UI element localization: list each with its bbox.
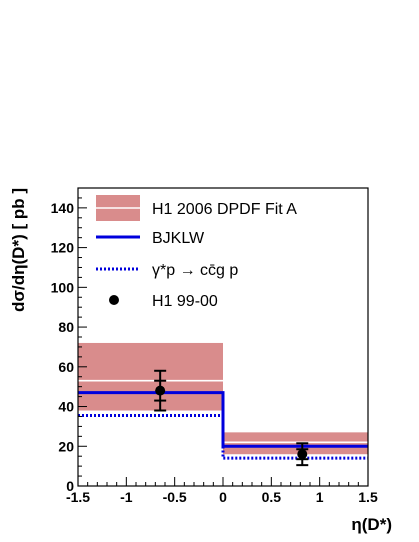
y-tick-label: 120 — [51, 240, 75, 256]
tick-labels: 0 20 40 60 80 100 120 140 -1.5 -1 -0.5 0 0.5 1 1.5 — [51, 200, 378, 505]
prediction-lines — [78, 391, 368, 460]
y-tick-label: 0 — [66, 478, 74, 494]
axis-ticks — [77, 197, 369, 487]
x-tick-label: 1 — [316, 489, 324, 505]
legend-label-solid: BJKLW — [152, 230, 205, 247]
y-tick-label: 100 — [51, 279, 75, 295]
marker — [155, 385, 166, 396]
y-axis-label: dσ/dη(D*) [ pb ] — [9, 188, 28, 312]
y-tick-label: 20 — [58, 438, 74, 454]
x-tick-label: 1.5 — [358, 489, 378, 505]
legend: H1 2006 DPDF Fit A BJKLW γ*p → cc̄g p H1 99… — [96, 195, 297, 310]
x-tick-label: -1 — [120, 489, 133, 505]
legend-label-dotted: γ*p → cc̄g p — [152, 262, 238, 279]
x-tick-label: -1.5 — [66, 489, 90, 505]
series-solid-line — [78, 391, 368, 448]
series-dotted-line — [78, 413, 368, 460]
legend-label-band: H1 2006 DPDF Fit A — [152, 201, 297, 218]
fit-bands — [78, 342, 368, 455]
y-tick-label: 40 — [58, 399, 74, 415]
fit-band-bin-1 — [78, 342, 223, 411]
marker — [297, 449, 308, 460]
data-point-2 — [296, 442, 309, 467]
x-tick-label: -0.5 — [163, 489, 187, 505]
legend-swatch-points — [109, 295, 119, 305]
y-tick-label: 60 — [58, 359, 74, 375]
y-tick-label: 140 — [51, 200, 75, 216]
fit-band-bin-2 — [223, 432, 368, 455]
y-tick-label: 80 — [58, 319, 74, 335]
x-tick-label: 0.5 — [262, 489, 282, 505]
data-point-1 — [154, 369, 167, 412]
x-axis-label: η(D*) — [351, 515, 392, 534]
x-tick-label: 0 — [219, 489, 227, 505]
legend-label-points: H1 99-00 — [152, 293, 218, 310]
data-points — [154, 369, 309, 467]
